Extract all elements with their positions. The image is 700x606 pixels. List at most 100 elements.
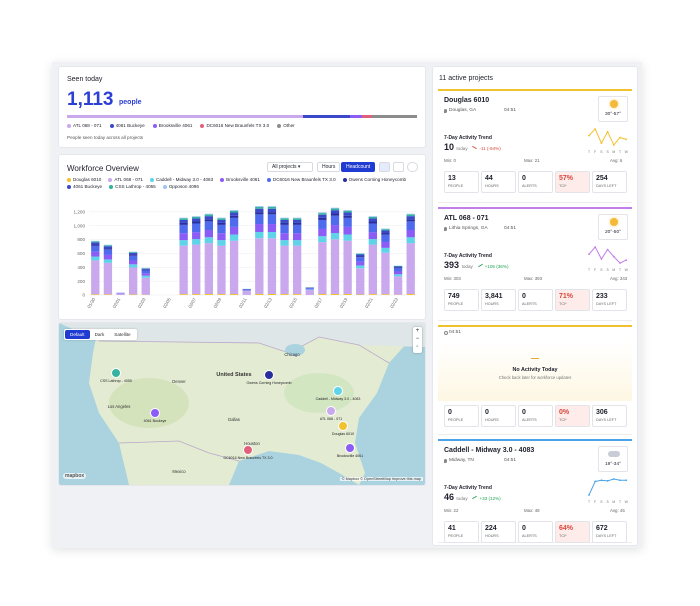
share-segment [349, 115, 363, 118]
pin-icon [444, 227, 447, 231]
legend-item: ATL 068 - 071 [67, 123, 102, 128]
legend-item: CSS Lathrop - 4055 [109, 184, 156, 189]
legend-dot [109, 184, 114, 189]
project-filter[interactable]: All projects ▾ [267, 162, 313, 172]
attribution: © Mapbox © OpenStreetMap Improve this ma… [339, 477, 423, 481]
bar-segment [356, 254, 365, 257]
bar-segment [318, 213, 327, 215]
workforce-card: Workforce Overview All projects ▾ Hours … [58, 154, 426, 320]
bar-segment [267, 293, 277, 295]
day-label: S [600, 500, 603, 504]
bar-segment [229, 240, 239, 295]
zoom-in[interactable]: + [415, 328, 420, 334]
bar-segment [381, 233, 390, 235]
bar-segment [292, 219, 302, 223]
bar-segment [368, 218, 378, 222]
sparkline-point [612, 478, 615, 480]
legend-dot [266, 177, 271, 182]
stacked-bar-chart: 0 200 400 600 800 1,000 1,200 01/30 02/01 02/03 02… [74, 206, 417, 309]
legend-label: 4061 Buckeye [115, 123, 145, 128]
bar-segment [192, 218, 201, 222]
trend-title: 7-Day Activity Trend [444, 485, 492, 491]
x-tick-label: 02/07 [187, 297, 197, 309]
legend-dot [277, 123, 282, 128]
bar-segment [292, 245, 302, 295]
bar-segment [192, 294, 201, 295]
bar-segment [229, 210, 239, 213]
legend-dot [108, 177, 113, 182]
bar-segment [128, 260, 138, 265]
bar-segment [192, 239, 201, 245]
x-tick-label: 01/30 [86, 297, 96, 309]
stat-value: 3,841 [485, 293, 503, 300]
bar-segment [204, 229, 214, 238]
bar-segment [179, 224, 188, 234]
map-style-tab[interactable]: Default [65, 330, 90, 339]
stat-label: PEOPLE [448, 302, 464, 306]
compass[interactable]: ◦ [416, 344, 419, 350]
bar-segment [381, 247, 390, 253]
bar-segment [179, 217, 188, 219]
bar-segment [204, 237, 214, 244]
tab[interactable]: Headcount [341, 162, 376, 172]
map-style-tab[interactable]: Dark [94, 332, 105, 337]
stat-value: 0 [522, 409, 526, 416]
stat-label: PEOPLE [448, 418, 464, 422]
bar-segment [368, 239, 378, 245]
x-tick-label: 02/17 [313, 297, 323, 309]
trend-max: Max: 48 [524, 508, 540, 513]
bar-segment [280, 218, 289, 220]
bar-segment [292, 233, 302, 241]
pin-icon [444, 459, 447, 463]
bar-segment [128, 264, 138, 268]
stat-value: 254 [596, 175, 608, 182]
tab[interactable]: Hours [317, 162, 341, 172]
project-time: 04:51 [504, 458, 517, 463]
bar-view-button[interactable] [379, 162, 390, 172]
bar-segment [343, 240, 352, 295]
trend-max: Max: 21 [524, 158, 540, 163]
trend-arrow [472, 145, 478, 150]
trend-change: +105 (36%) [484, 264, 509, 269]
project-location: Midway, TN [449, 458, 474, 463]
sparkline-point [619, 136, 621, 139]
marker-label: ATL 068 - 071 [320, 417, 342, 421]
y-tick-label: 1,000 [74, 223, 86, 228]
trend-arrow [472, 495, 478, 500]
bar-segment [128, 252, 138, 255]
project-card: ATL 068 - 071 Lithia Springs, GA 04:51 20°-… [438, 207, 632, 321]
stat-box: 0 ALERTS [518, 289, 553, 311]
bar-segment [192, 223, 201, 233]
sparkline-point [619, 479, 621, 482]
bar-segment [393, 268, 403, 272]
zoom-out[interactable]: − [415, 336, 420, 342]
today-label: today [456, 146, 468, 151]
stat-label: HOURS [485, 184, 499, 188]
map-style-switcher: Default Dark Satellite [64, 329, 137, 340]
bar-segment [217, 224, 226, 234]
sparkline-point [594, 246, 597, 248]
bar-segment [368, 232, 378, 240]
bar-segment [91, 241, 100, 243]
stat-box: 224 HOURS [481, 521, 516, 543]
stat-value: 0 [522, 175, 526, 182]
map-style-tab[interactable]: Satellite [114, 332, 131, 337]
day-label: F [594, 500, 596, 504]
empty-text: Check back later for workforce updates [498, 375, 572, 380]
bar-segment [229, 217, 239, 227]
place-label: United States [216, 372, 251, 378]
stat-label: TCI* [559, 418, 567, 422]
bar-segment [406, 216, 415, 220]
bar-segment [393, 274, 403, 277]
stat-box: 672 DAYS LEFT [592, 521, 627, 543]
y-tick-label: 0 [82, 293, 85, 298]
settings-button[interactable] [407, 162, 418, 172]
line-view-button[interactable] [393, 162, 404, 172]
bar-segment [217, 294, 226, 295]
bar-segment [229, 215, 239, 218]
stat-box: 254 DAYS LEFT [592, 171, 627, 193]
bar-segment [128, 255, 138, 261]
bar-segment [330, 207, 340, 209]
legend-dot [109, 123, 114, 128]
